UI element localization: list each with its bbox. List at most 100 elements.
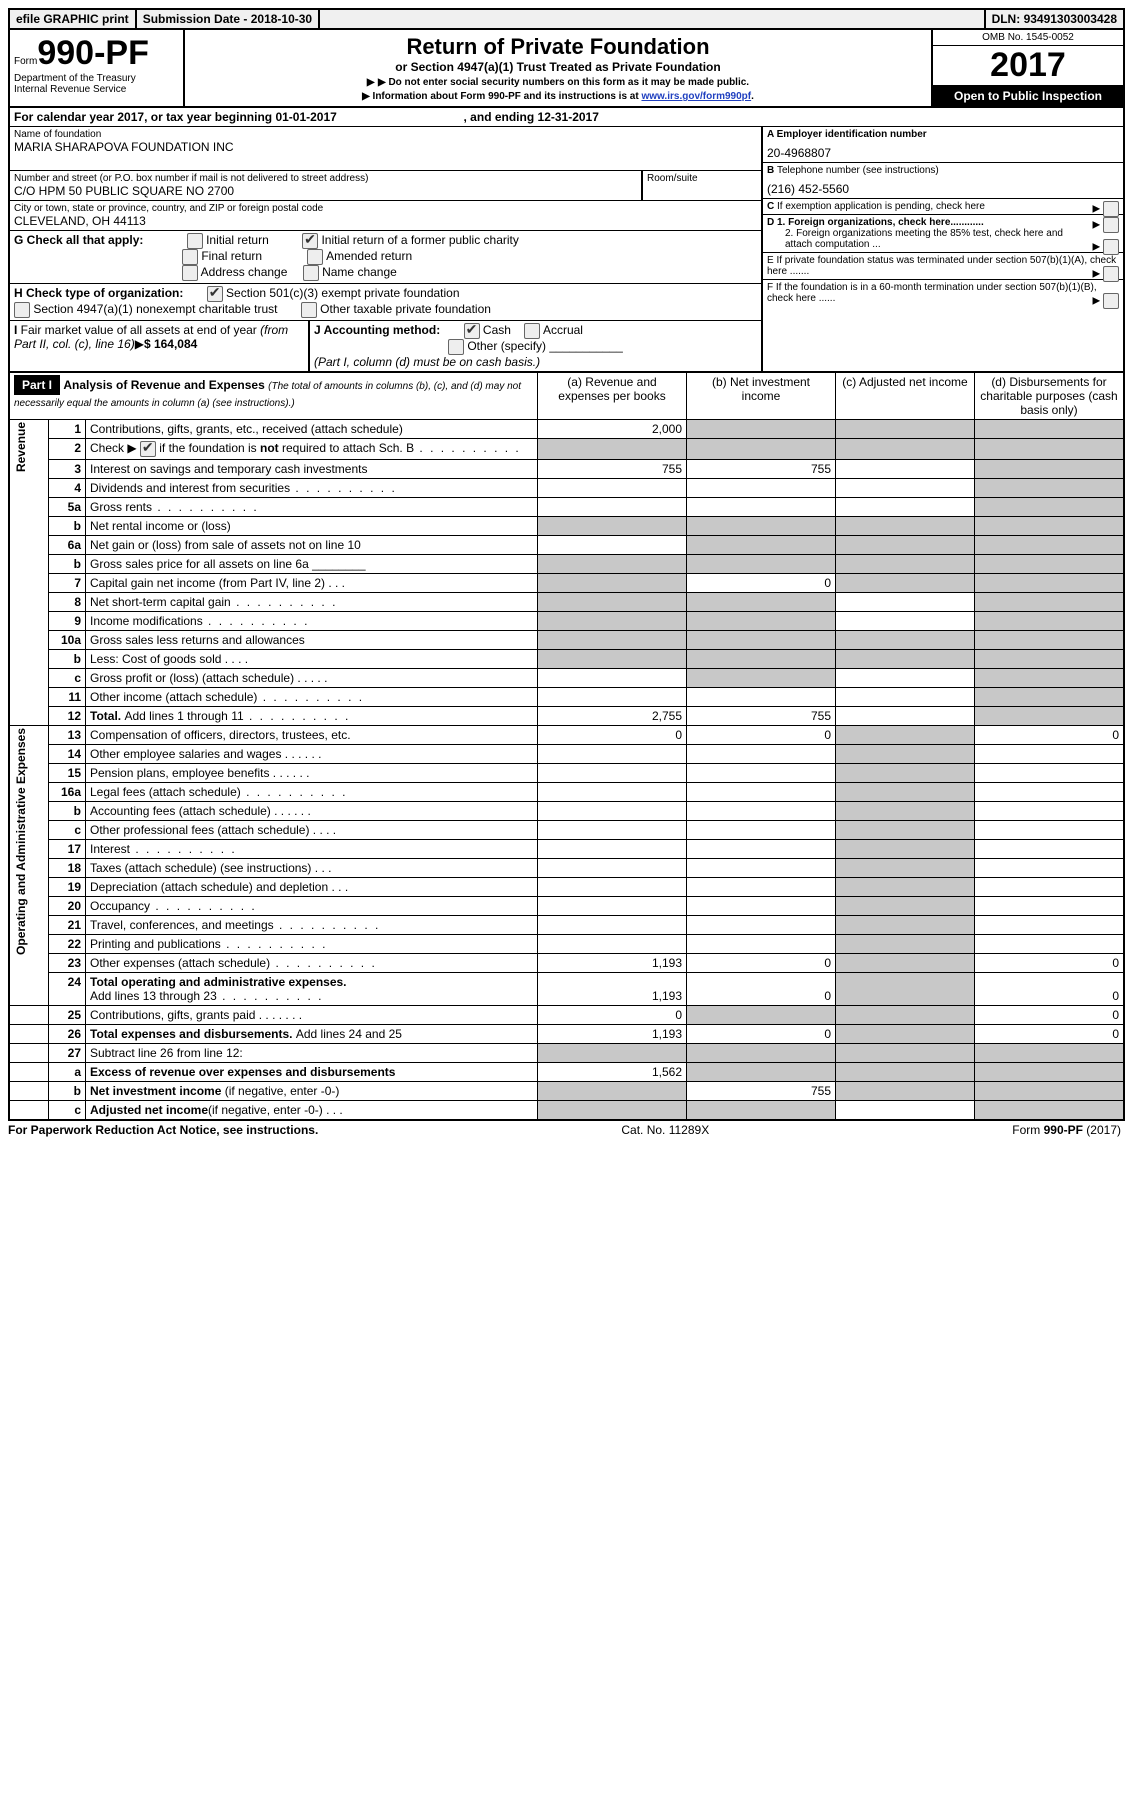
g-amended-checkbox[interactable] — [307, 249, 323, 265]
dept-treasury: Department of the Treasury — [14, 73, 179, 84]
part1-table: Part I Analysis of Revenue and Expenses … — [10, 372, 1123, 1119]
line9-desc: Income modifications — [86, 612, 538, 631]
j-label: J Accounting method: — [314, 323, 440, 337]
room-label: Room/suite — [647, 173, 757, 184]
d1-checkbox[interactable] — [1103, 217, 1119, 233]
table-row: 5aGross rents — [10, 498, 1123, 517]
ssn-warning: Do not enter social security numbers on … — [388, 77, 749, 88]
h-501c3-checkbox[interactable] — [207, 286, 223, 302]
line12-a: 2,755 — [538, 707, 687, 726]
line21-desc: Travel, conferences, and meetings — [86, 916, 538, 935]
form-header: Form990-PF Department of the Treasury In… — [10, 30, 1123, 108]
table-row: 11Other income (attach schedule) — [10, 688, 1123, 707]
form-prefix: Form — [14, 56, 37, 67]
addr-label: Number and street (or P.O. box number if… — [14, 173, 637, 184]
line16a-desc: Legal fees (attach schedule) — [86, 783, 538, 802]
line24-d: 0 — [975, 973, 1124, 1006]
e-checkbox[interactable] — [1103, 266, 1119, 282]
line17-desc: Interest — [86, 840, 538, 859]
header-right: OMB No. 1545-0052 2017 Open to Public In… — [931, 30, 1123, 106]
table-row: aExcess of revenue over expenses and dis… — [10, 1063, 1123, 1082]
section-h: H Check type of organization: Section 50… — [10, 284, 761, 321]
table-row: 12Total. Add lines 1 through 112,755755 — [10, 707, 1123, 726]
j-note: (Part I, column (d) must be on cash basi… — [314, 355, 540, 369]
line27c-desc: Adjusted net income(if negative, enter -… — [86, 1101, 538, 1120]
g-former-charity-checkbox[interactable] — [302, 233, 318, 249]
footer-right: Form 990-PF (2017) — [1012, 1123, 1121, 1137]
j-accrual-checkbox[interactable] — [524, 323, 540, 339]
line25-d: 0 — [975, 1006, 1124, 1025]
line24-desc: Total operating and administrative expen… — [86, 973, 538, 1006]
ein-value: 20-4968807 — [767, 140, 1119, 160]
info-text: Information about Form 990-PF and its in… — [373, 91, 642, 102]
j-other-checkbox[interactable] — [448, 339, 464, 355]
line2-desc: Check ▶ if the foundation is not require… — [86, 439, 538, 460]
tax-year: 2017 — [933, 46, 1123, 86]
irs-link[interactable]: www.irs.gov/form990pf — [641, 91, 751, 102]
footer-left: For Paperwork Reduction Act Notice, see … — [8, 1123, 318, 1137]
table-row: Operating and Administrative Expenses 13… — [10, 726, 1123, 745]
j-opt-other: Other (specify) — [467, 339, 546, 353]
c-checkbox[interactable] — [1103, 201, 1119, 217]
omb-number: OMB No. 1545-0052 — [933, 30, 1123, 46]
line13-desc: Compensation of officers, directors, tru… — [86, 726, 538, 745]
table-row: cAdjusted net income(if negative, enter … — [10, 1101, 1123, 1120]
line13-a: 0 — [538, 726, 687, 745]
table-row: 27Subtract line 26 from line 12: — [10, 1044, 1123, 1063]
j-opt-cash: Cash — [483, 323, 511, 337]
calendar-year-line: For calendar year 2017, or tax year begi… — [10, 108, 1123, 127]
g-address-change-checkbox[interactable] — [182, 265, 198, 281]
g-opt6: Name change — [322, 265, 397, 279]
line27a-a: 1,562 — [538, 1063, 687, 1082]
line5b-desc: Net rental income or (loss) — [86, 517, 538, 536]
g-opt3: Final return — [201, 249, 262, 263]
line10b-desc: Less: Cost of goods sold . . . . — [86, 650, 538, 669]
line1-a: 2,000 — [538, 420, 687, 439]
g-initial-return-checkbox[interactable] — [187, 233, 203, 249]
h-label: H Check type of organization: — [14, 286, 183, 300]
j-opt-accrual: Accrual — [543, 323, 583, 337]
section-c: C If exemption application is pending, c… — [763, 199, 1123, 215]
revenue-section-label: Revenue — [14, 422, 28, 472]
line5a-desc: Gross rents — [86, 498, 538, 517]
table-row: 3Interest on savings and temporary cash … — [10, 460, 1123, 479]
h-4947-checkbox[interactable] — [14, 302, 30, 318]
table-row: 19Depreciation (attach schedule) and dep… — [10, 878, 1123, 897]
line24-a: 1,193 — [538, 973, 687, 1006]
f-text: F If the foundation is in a 60-month ter… — [767, 282, 1097, 304]
g-label: G Check all that apply: — [14, 233, 143, 247]
submission-date: Submission Date - 2018-10-30 — [137, 10, 320, 28]
h-opt1: Section 501(c)(3) exempt private foundat… — [226, 286, 459, 300]
d2-checkbox[interactable] — [1103, 239, 1119, 255]
f-checkbox[interactable] — [1103, 293, 1119, 309]
g-final-return-checkbox[interactable] — [182, 249, 198, 265]
city-label: City or town, state or province, country… — [14, 203, 757, 214]
j-cash-checkbox[interactable] — [464, 323, 480, 339]
efile-print[interactable]: efile GRAPHIC print — [10, 10, 137, 28]
form-subtitle: or Section 4947(a)(1) Trust Treated as P… — [189, 60, 927, 74]
g-name-change-checkbox[interactable] — [303, 265, 319, 281]
form-title: Return of Private Foundation — [189, 34, 927, 60]
table-row: 14Other employee salaries and wages . . … — [10, 745, 1123, 764]
g-opt2: Initial return of a former public charit… — [321, 233, 518, 247]
line10a-desc: Gross sales less returns and allowances — [86, 631, 538, 650]
line8-desc: Net short-term capital gain — [86, 593, 538, 612]
foundation-name: MARIA SHARAPOVA FOUNDATION INC — [14, 140, 757, 154]
d2-text: 2. Foreign organizations meeting the 85%… — [785, 228, 1063, 250]
table-row: 17Interest — [10, 840, 1123, 859]
table-row: 15Pension plans, employee benefits . . .… — [10, 764, 1123, 783]
col-c-header: (c) Adjusted net income — [836, 373, 975, 420]
line15-desc: Pension plans, employee benefits . . . .… — [86, 764, 538, 783]
line13-d: 0 — [975, 726, 1124, 745]
line2-checkbox[interactable] — [140, 441, 156, 457]
table-row: 6aNet gain or (loss) from sale of assets… — [10, 536, 1123, 555]
i-value: $ 164,084 — [144, 337, 197, 351]
line22-desc: Printing and publications — [86, 935, 538, 954]
table-row: bNet rental income or (loss) — [10, 517, 1123, 536]
table-row: 23Other expenses (attach schedule)1,1930… — [10, 954, 1123, 973]
h-other-checkbox[interactable] — [301, 302, 317, 318]
table-row: cOther professional fees (attach schedul… — [10, 821, 1123, 840]
line11-desc: Other income (attach schedule) — [86, 688, 538, 707]
line19-desc: Depreciation (attach schedule) and deple… — [86, 878, 538, 897]
line18-desc: Taxes (attach schedule) (see instruction… — [86, 859, 538, 878]
